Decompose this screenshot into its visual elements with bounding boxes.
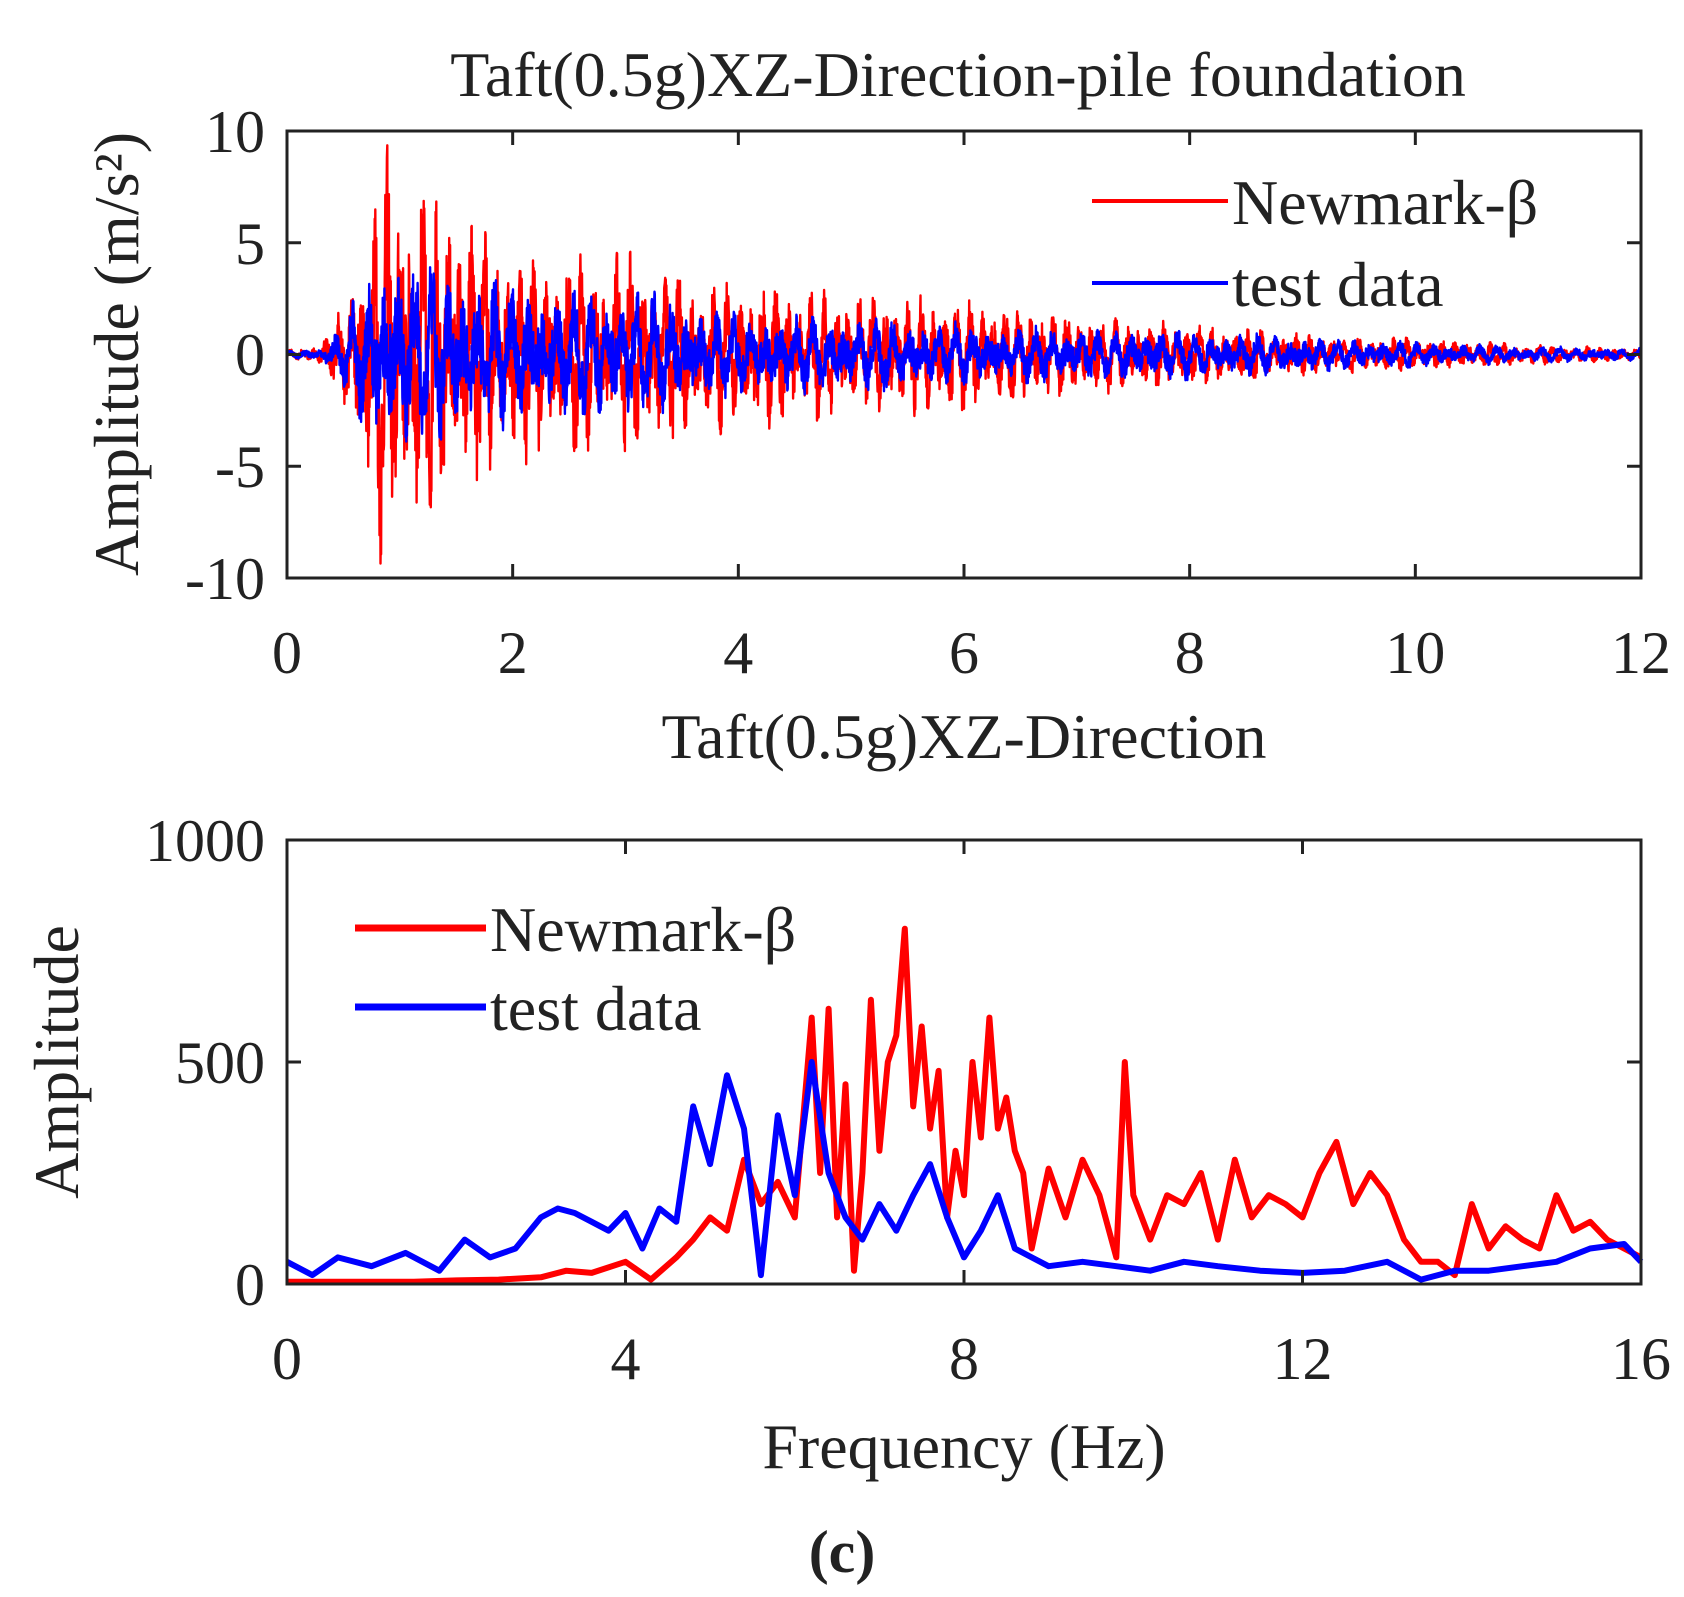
y-tick-label: 500 <box>175 1030 265 1096</box>
figure-caption: (c) <box>809 1519 876 1585</box>
y-tick-label: 5 <box>235 211 265 277</box>
y-tick-label: 1000 <box>145 808 265 874</box>
x-axis-title: Taft(0.5g)XZ-Direction <box>661 701 1266 772</box>
y-tick-label: 0 <box>235 1252 265 1318</box>
x-tick-label: 8 <box>949 1326 979 1392</box>
y-axis-title: Amplitude (m/s²) <box>81 132 152 576</box>
x-tick-label: 0 <box>272 620 302 686</box>
x-tick-label: 16 <box>1611 1326 1671 1392</box>
x-axis-title: Frequency (Hz) <box>762 1411 1165 1482</box>
axis-ticks <box>285 129 1643 580</box>
x-tick-label: 0 <box>272 1326 302 1392</box>
y-axis-title: Amplitude <box>21 925 92 1199</box>
spectrum-series <box>285 925 1644 1285</box>
frequency-spectrum-chart: 0 4 8 12 16 0 500 1000 Frequency (Hz) Am… <box>21 808 1671 1482</box>
legend-label-newmark: Newmark-β <box>1232 167 1538 238</box>
chart-title: Taft(0.5g)XZ-Direction-pile foundation <box>450 39 1466 110</box>
series-line-test-data <box>285 1059 1644 1283</box>
x-tick-label: 8 <box>1175 620 1205 686</box>
legend: Newmark-β test data <box>355 894 796 1044</box>
axis-ticks <box>285 838 1643 1286</box>
legend: Newmark-β test data <box>1092 167 1538 320</box>
x-tick-label: 12 <box>1611 620 1671 686</box>
time-history-series <box>285 144 1643 565</box>
x-tick-label: 6 <box>949 620 979 686</box>
series-line-test-data <box>285 266 1643 443</box>
legend-label-test: test data <box>1232 249 1443 320</box>
x-tick-label: 4 <box>723 620 753 686</box>
y-tick-label: -10 <box>185 546 265 612</box>
legend-label-test: test data <box>490 973 701 1044</box>
series-line-newmark <box>287 925 1643 1285</box>
x-tick-label: 4 <box>611 1326 641 1392</box>
x-tick-label: 10 <box>1385 620 1445 686</box>
x-tick-label: 12 <box>1273 1326 1333 1392</box>
time-history-chart: Taft(0.5g)XZ-Direction-pile foundation 0… <box>81 39 1671 772</box>
x-tick-label: 2 <box>498 620 528 686</box>
y-tick-label: -5 <box>215 434 265 500</box>
y-tick-label: 10 <box>205 99 265 165</box>
legend-label-newmark: Newmark-β <box>490 894 796 965</box>
y-tick-label: 0 <box>235 322 265 388</box>
